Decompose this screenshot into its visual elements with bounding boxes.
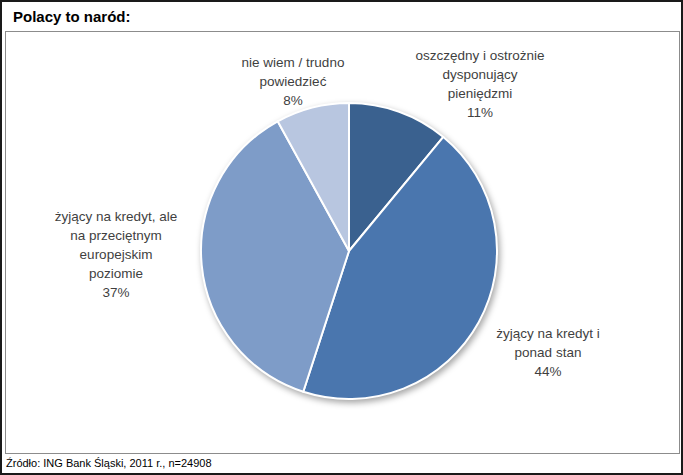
slice-label-line: ponad stan: [496, 343, 600, 362]
slice-label-3: żyjący na kredyt, alena przeciętnymeurop…: [55, 207, 177, 302]
pie-slices-group: [201, 103, 497, 399]
slice-label-line: poziomie: [55, 264, 177, 283]
source-note: Źródło: ING Bank Śląski, 2011 r., n=2490…: [6, 457, 212, 469]
figure-frame: Polacy to naród: oszczędny i ostrożniedy…: [0, 0, 683, 475]
slice-label-line: 44%: [496, 362, 600, 381]
slice-label-1: oszczędny i ostrożniedysponującypieniędz…: [415, 46, 544, 122]
slice-label-line: 11%: [415, 103, 544, 122]
slice-label-line: powiedzieć: [242, 72, 345, 91]
slice-label-line: 8%: [242, 91, 345, 110]
slice-label-line: 37%: [55, 283, 177, 302]
slice-label-line: oszczędny i ostrożnie: [415, 46, 544, 65]
slice-label-line: żyjący na kredyt, ale: [55, 207, 177, 226]
slice-label-2: żyjący na kredyt iponad stan44%: [496, 324, 600, 381]
slice-label-line: żyjący na kredyt i: [496, 324, 600, 343]
slice-label-line: na przeciętnym: [55, 226, 177, 245]
slice-label-line: pieniędzmi: [415, 84, 544, 103]
slice-label-line: europejskim: [55, 245, 177, 264]
slice-label-4: nie wiem / trudnopowiedzieć8%: [242, 53, 345, 110]
slice-label-line: nie wiem / trudno: [242, 53, 345, 72]
slice-label-line: dysponujący: [415, 65, 544, 84]
